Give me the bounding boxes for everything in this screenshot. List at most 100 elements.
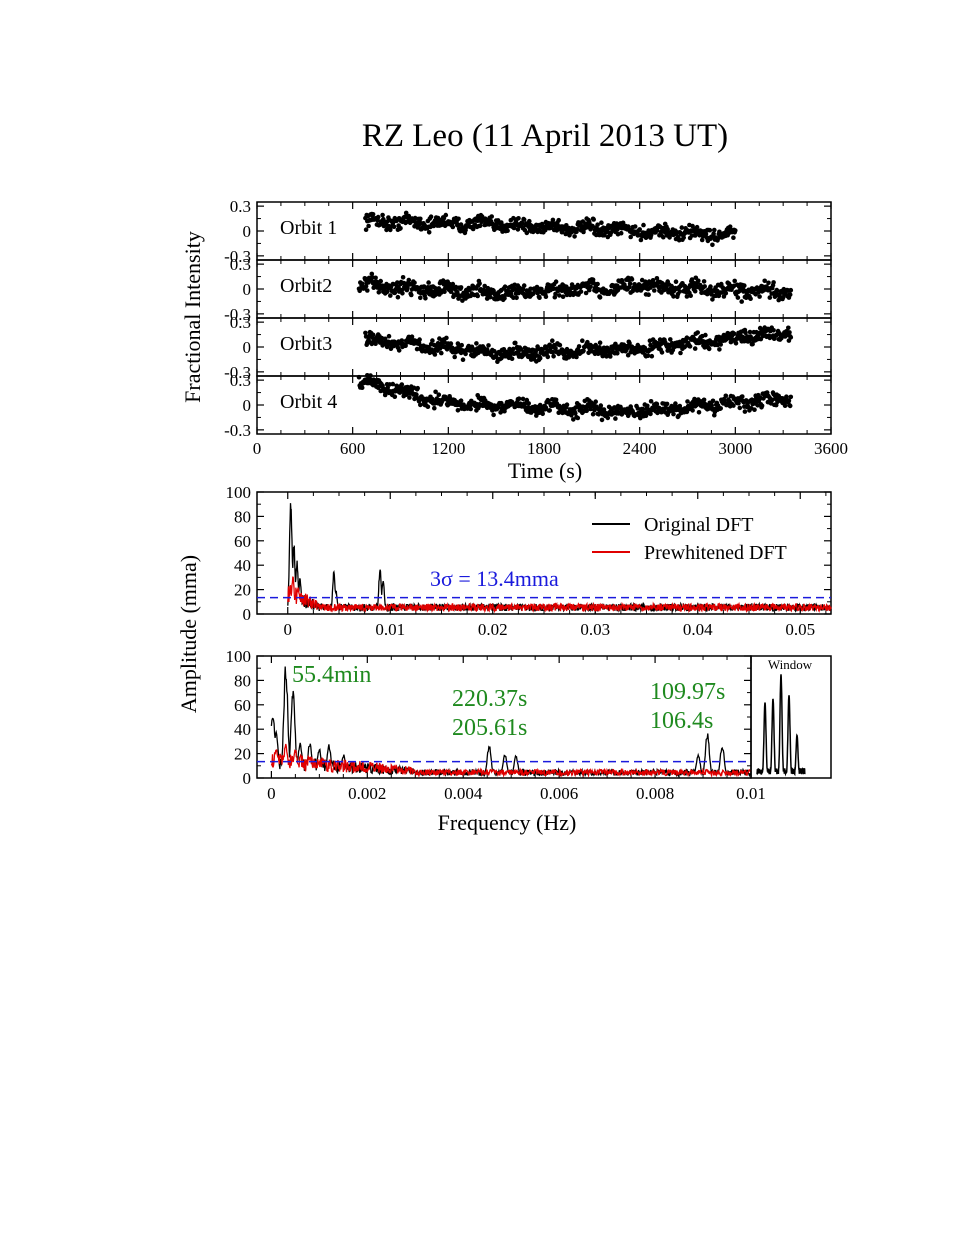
data-point <box>572 234 577 239</box>
data-point <box>515 227 521 232</box>
data-point <box>764 390 770 395</box>
data-point <box>766 280 771 286</box>
data-point <box>707 227 713 233</box>
x-tick-label: 0.03 <box>580 620 610 639</box>
data-point <box>464 224 470 230</box>
data-point <box>543 227 548 233</box>
data-point <box>788 335 794 340</box>
data-point <box>646 292 651 298</box>
data-point <box>433 389 438 395</box>
data-point <box>718 342 723 347</box>
data-point <box>649 353 655 359</box>
data-point <box>731 403 736 408</box>
data-point <box>521 283 527 288</box>
data-point <box>681 235 686 240</box>
data-point <box>678 350 683 356</box>
data-point <box>731 235 736 240</box>
data-point <box>398 226 403 231</box>
x-tick-label: 3600 <box>814 439 848 458</box>
data-point <box>477 223 483 229</box>
data-point <box>564 346 570 352</box>
data-point <box>551 286 556 292</box>
data-point <box>733 341 739 346</box>
y-tick-label: -0.3 <box>224 363 251 382</box>
data-point <box>516 396 522 402</box>
data-point <box>363 227 369 232</box>
data-point <box>733 228 738 233</box>
y-tick-label: -0.3 <box>224 247 251 266</box>
data-point <box>382 336 388 342</box>
light-curve-panel: 0.3 0 -0.3 Orbit3 <box>224 313 832 382</box>
data-point <box>378 278 384 284</box>
data-point <box>645 403 650 409</box>
orbit-label: Orbit2 <box>280 275 332 297</box>
data-point <box>356 374 362 380</box>
data-point <box>659 350 665 355</box>
data-point <box>581 229 586 235</box>
data-point <box>486 343 491 348</box>
data-point <box>597 295 603 300</box>
data-point <box>553 397 559 403</box>
data-point <box>359 385 365 391</box>
data-point <box>375 214 381 220</box>
data-point <box>574 227 580 232</box>
orbit-label: Orbit 1 <box>280 217 337 239</box>
orbit-label: Orbit 4 <box>280 391 337 413</box>
data-point <box>488 294 493 300</box>
annotation-220-37s: 220.37s <box>452 686 527 712</box>
data-point <box>409 334 415 340</box>
data-point <box>694 224 700 230</box>
data-point <box>436 286 442 291</box>
x-tick-label: 0 <box>253 439 262 458</box>
x-tick-label: 3000 <box>718 439 752 458</box>
data-point <box>638 237 644 243</box>
data-point <box>575 415 581 421</box>
y-axis-label-fractional-intensity: Fractional Intensity <box>180 231 205 403</box>
chart-title: RZ Leo (11 April 2013 UT) <box>362 118 728 154</box>
data-point <box>703 332 708 338</box>
data-point <box>524 230 530 236</box>
data-point <box>723 290 729 296</box>
data-point <box>637 227 642 232</box>
data-point <box>709 403 714 408</box>
x-tick-label: 0.006 <box>540 784 578 803</box>
x-tick-label: 0.008 <box>636 784 674 803</box>
data-point <box>386 333 392 339</box>
x-tick-label: 0.004 <box>444 784 483 803</box>
data-point <box>396 348 402 353</box>
data-point <box>588 284 593 290</box>
data-point <box>595 222 600 227</box>
data-point <box>679 225 685 230</box>
data-point <box>468 406 474 412</box>
data-point <box>684 294 690 299</box>
data-point <box>695 330 700 335</box>
data-point <box>743 330 748 336</box>
data-point <box>692 346 698 351</box>
data-point <box>739 299 744 304</box>
data-point <box>771 328 776 333</box>
data-point <box>407 395 412 400</box>
data-point <box>767 295 773 300</box>
data-point <box>414 392 419 397</box>
data-point <box>463 351 468 357</box>
y-tick-label: 80 <box>234 507 251 526</box>
orbit-label: Orbit3 <box>280 333 332 355</box>
x-tick-label: 0.02 <box>478 620 508 639</box>
data-point <box>573 411 578 416</box>
data-point <box>742 283 747 288</box>
data-point <box>520 396 526 402</box>
data-point <box>502 295 507 301</box>
data-point <box>432 405 437 411</box>
data-point <box>390 381 396 387</box>
data-point <box>648 399 654 404</box>
data-point <box>661 234 666 240</box>
inset-window-frame <box>750 655 832 779</box>
data-point <box>460 357 466 363</box>
light-curve-panel: 0.3 0 -0.3 Orbit2 <box>224 255 832 324</box>
data-point <box>521 217 527 222</box>
data-point <box>373 275 378 281</box>
data-point <box>557 293 562 298</box>
data-point <box>399 338 405 343</box>
